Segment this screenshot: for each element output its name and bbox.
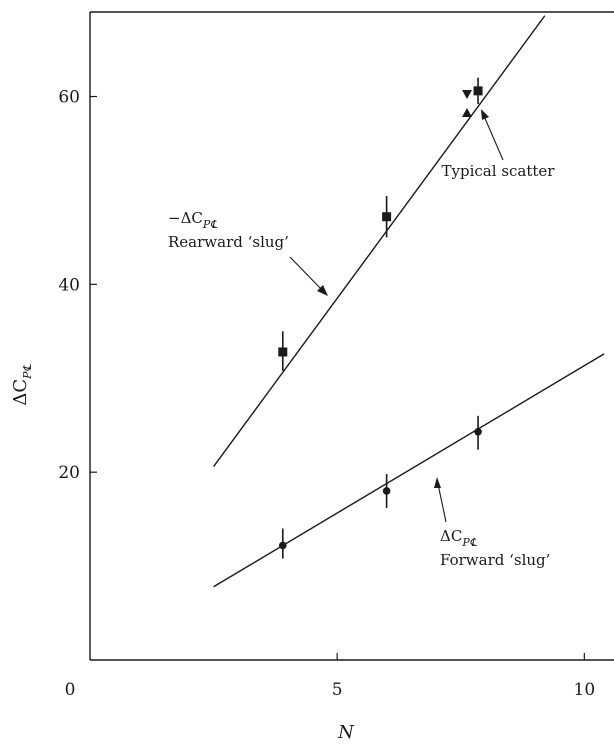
rearward-arrow-head: [317, 285, 328, 296]
data-markers: [278, 86, 483, 550]
forward-arrow-head: [434, 477, 441, 488]
forward-label-arrow: [437, 483, 447, 523]
typical-scatter-arrow-head: [481, 109, 489, 120]
y-ticks: 20 40 60: [58, 88, 97, 483]
forward-label-line2: Forward ‘slug’: [440, 551, 550, 569]
x-tick-label: 0: [65, 680, 76, 700]
svg-text:ΔCP℄: ΔCP℄: [10, 363, 34, 405]
typical-scatter-label: Typical scatter: [442, 162, 556, 180]
forward-label-line1: ΔCP℄: [440, 527, 478, 549]
fit-lines: [213, 15, 605, 588]
forward-point: [382, 487, 391, 495]
scatter-glyph-top: [462, 90, 472, 99]
forward-label-sub: P℄: [461, 536, 477, 549]
y-tick-label: 60: [58, 88, 80, 108]
rearward-point: [473, 86, 483, 96]
rearward-label-arrow: [289, 256, 324, 292]
rearward-label-prefix: −ΔC: [168, 209, 203, 227]
scatter-glyph-bottom: [462, 108, 472, 117]
forward-label-prefix: ΔC: [440, 527, 462, 545]
typical-scatter-arrow: [483, 115, 504, 161]
x-tick-label: 10: [574, 680, 596, 700]
forward-point: [474, 427, 482, 436]
y-axis-title: ΔCP℄: [10, 363, 34, 405]
forward-fit-line: [213, 353, 605, 588]
rearward-label-sub: P℄: [202, 218, 218, 231]
y-tick-label: 40: [58, 275, 80, 295]
y-axis-title-main: ΔC: [10, 379, 31, 406]
rearward-point: [382, 212, 392, 222]
rearward-fit-line: [213, 15, 546, 467]
x-tick-label: 5: [332, 680, 343, 700]
x-axis-title: N: [337, 722, 355, 743]
y-tick-label: 20: [58, 463, 80, 483]
forward-point: [278, 541, 287, 550]
x-ticks: 0 5 10: [65, 653, 596, 700]
rearward-label-line1: −ΔCP℄: [168, 209, 218, 231]
y-axis-title-sub: P℄: [21, 363, 34, 379]
rearward-point: [278, 347, 288, 357]
rearward-label-line2: Rearward ‘slug’: [168, 233, 289, 251]
